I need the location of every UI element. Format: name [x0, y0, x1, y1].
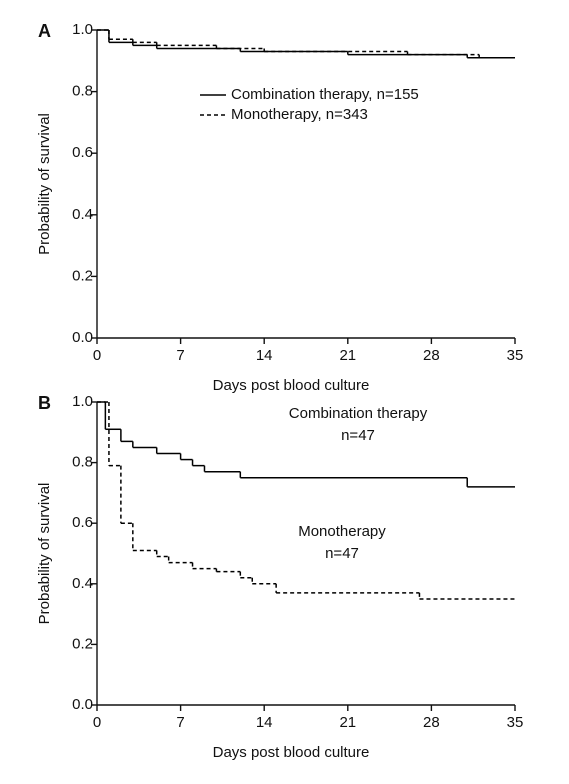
y-tick-label: 0.4: [72, 575, 93, 592]
panel-label: B: [38, 393, 51, 413]
y-tick-label: 0.0: [72, 696, 93, 713]
x-tick-label: 0: [93, 714, 101, 731]
y-tick-label: 0.6: [72, 514, 93, 531]
legend-label: Monotherapy, n=343: [231, 106, 368, 123]
y-tick-label: 1.0: [72, 393, 93, 410]
legend-label: Combination therapy, n=155: [231, 86, 419, 103]
x-tick-label: 28: [423, 347, 440, 364]
y-tick-label: 0.0: [72, 329, 93, 346]
x-tick-label: 14: [256, 714, 273, 731]
y-tick-label: 0.2: [72, 635, 93, 652]
x-tick-label: 0: [93, 347, 101, 364]
y-tick-label: 0.8: [72, 83, 93, 100]
y-tick-label: 1.0: [72, 21, 93, 38]
x-axis-label: Days post blood culture: [213, 377, 370, 394]
series-note: n=47: [341, 427, 375, 444]
x-tick-label: 35: [507, 347, 524, 364]
x-tick-label: 35: [507, 714, 524, 731]
y-tick-label: 0.4: [72, 206, 93, 223]
x-tick-label: 21: [339, 714, 356, 731]
x-tick-label: 14: [256, 347, 273, 364]
y-tick-label: 0.6: [72, 144, 93, 161]
x-axis-label: Days post blood culture: [213, 744, 370, 761]
y-axis-label: Probability of survival: [36, 483, 53, 625]
x-tick-label: 21: [339, 347, 356, 364]
series-label: Monotherapy: [298, 523, 386, 540]
y-tick-label: 0.8: [72, 454, 93, 471]
series-label: Combination therapy: [289, 405, 428, 422]
y-axis-label: Probability of survival: [36, 113, 53, 255]
x-tick-label: 28: [423, 714, 440, 731]
x-tick-label: 7: [176, 714, 184, 731]
x-tick-label: 7: [176, 347, 184, 364]
panel-label: A: [38, 21, 51, 41]
series-note: n=47: [325, 545, 359, 562]
y-tick-label: 0.2: [72, 267, 93, 284]
